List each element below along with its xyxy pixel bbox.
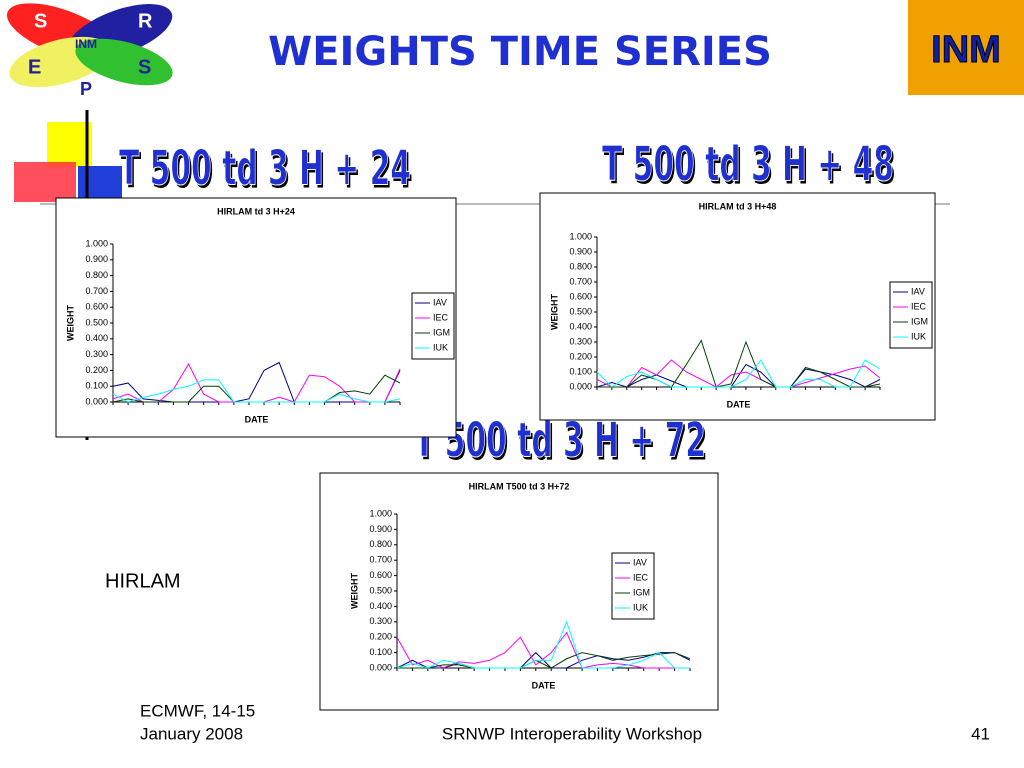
legend-label: IGM [633, 587, 650, 597]
y-tick-label: 0.300 [85, 349, 108, 359]
y-tick-label: 0.000 [569, 381, 592, 391]
legend-label: IUK [911, 331, 926, 341]
series-line [596, 359, 881, 388]
logo-letter: R [138, 10, 153, 32]
legend-label: IEC [633, 572, 649, 582]
legend-label: IUK [633, 602, 648, 612]
slide-title: WEIGHTS TIME SERIES [268, 29, 772, 75]
y-tick-label: 0.200 [569, 351, 592, 361]
logo-letter: S [34, 10, 47, 32]
deco-red [14, 162, 76, 202]
logo-center: INM [75, 37, 97, 51]
y-tick-label: 0.500 [569, 306, 592, 316]
heading: T 500 td 3 H + 24 [119, 141, 411, 196]
y-axis-label: WEIGHT [349, 573, 359, 609]
legend-label: IEC [911, 301, 927, 311]
chart-frame [55, 197, 457, 438]
y-tick-label: 0.600 [85, 302, 108, 312]
footer-left: ECMWF, 14-15 [140, 701, 255, 720]
inm-logo-bg [908, 0, 1024, 95]
srnwp-logo: S R E S P INM [6, 3, 173, 99]
legend-label: IAV [433, 297, 447, 307]
y-tick-label: 0.200 [369, 632, 392, 642]
heading: T 500 td 3 H + 48 [602, 137, 894, 192]
legend-label: IAV [633, 557, 647, 567]
series-line [112, 361, 401, 403]
y-tick-label: 0.900 [569, 246, 592, 256]
y-tick-label: 1.000 [85, 238, 108, 248]
y-tick-label: 0.400 [569, 321, 592, 331]
legend-label: IUK [433, 342, 448, 352]
y-tick-label: 0.800 [369, 539, 392, 549]
y-tick-label: 0.000 [85, 396, 108, 406]
y-tick-label: 0.400 [85, 333, 108, 343]
y-tick-label: 0.000 [369, 662, 392, 672]
page-number: 41 [971, 724, 990, 743]
y-tick-label: 0.200 [85, 365, 108, 375]
y-tick-label: 0.700 [369, 555, 392, 565]
y-tick-label: 0.100 [85, 381, 108, 391]
x-axis-label: DATE [727, 399, 751, 409]
y-tick-label: 0.300 [369, 616, 392, 626]
y-axis-label: WEIGHT [549, 294, 559, 330]
y-tick-label: 0.100 [369, 647, 392, 657]
heading-shadow: T 500 td 3 H + 48 [604, 140, 896, 195]
legend-label: IEC [433, 312, 449, 322]
heading-shadow: T 500 td 3 H + 72 [416, 416, 708, 471]
series-line [112, 379, 401, 403]
legend-label: IGM [433, 327, 450, 337]
legend-label: IGM [911, 316, 928, 326]
heading: T 500 td 3 H + 24T 500 td 3 H + 24 [119, 141, 413, 200]
heading: T 500 td 3 H + 72 [414, 413, 706, 468]
heading-shadow: T 500 td 3 H + 24 [121, 144, 413, 199]
series-line [597, 339, 881, 388]
chart-title: HIRLAM td 3 H+48 [699, 201, 777, 211]
series-line [396, 620, 690, 669]
logo-letter: E [28, 56, 41, 78]
y-tick-label: 1.000 [569, 231, 592, 241]
x-axis-label: DATE [245, 414, 269, 424]
y-tick-label: 0.900 [369, 524, 392, 534]
heading: T 500 td 3 H + 48T 500 td 3 H + 48 [602, 137, 896, 196]
legend-label: IAV [911, 286, 925, 296]
chart-title: HIRLAM T500 td 3 H+72 [469, 481, 570, 491]
footer-left: January 2008 [140, 724, 243, 743]
chart-frame [539, 192, 936, 421]
deco-yellow [47, 122, 92, 167]
chart: HIRLAM td 3 H+24 0.000 0.100 0.200 0.300 0.40… [55, 197, 457, 438]
y-tick-label: 0.600 [569, 291, 592, 301]
logo-letter: S [138, 56, 151, 78]
y-tick-label: 0.900 [85, 254, 108, 264]
y-tick-label: 0.800 [569, 261, 592, 271]
y-tick-label: 0.400 [369, 601, 392, 611]
series-line [596, 359, 881, 388]
x-axis-label: DATE [532, 680, 556, 690]
y-tick-label: 1.000 [369, 508, 392, 518]
y-tick-label: 0.700 [85, 286, 108, 296]
y-tick-label: 0.600 [369, 570, 392, 580]
series-line [396, 631, 690, 669]
y-tick-label: 0.500 [85, 317, 108, 327]
y-tick-label: 0.300 [569, 336, 592, 346]
inm-logo: INM [931, 29, 1001, 71]
chart: HIRLAM td 3 H+48 0.000 0.100 0.200 0.300 0.40… [539, 192, 936, 421]
chart: HIRLAM T500 td 3 H+72 0.000 0.100 0.200 0.30… [319, 472, 719, 711]
y-axis-label: WEIGHT [65, 305, 75, 341]
y-tick-label: 0.500 [369, 585, 392, 595]
series-line [397, 652, 691, 669]
footer-center: SRNWP Interoperability Workshop [442, 724, 702, 743]
logo-letter: P [80, 79, 92, 99]
y-tick-label: 0.100 [569, 366, 592, 376]
heading: T 500 td 3 H + 72T 500 td 3 H + 72 [414, 413, 708, 472]
side-label: HIRLAM [105, 570, 181, 592]
logo-petal [75, 38, 173, 86]
y-tick-label: 0.700 [569, 276, 592, 286]
y-tick-label: 0.800 [85, 270, 108, 280]
chart-title: HIRLAM td 3 H+24 [217, 206, 295, 216]
